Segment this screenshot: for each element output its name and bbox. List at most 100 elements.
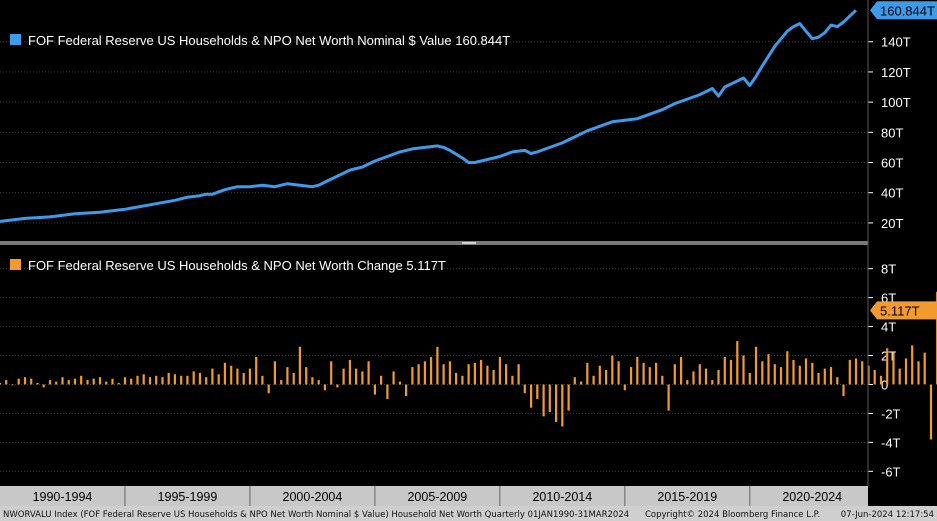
net-worth-change-last-value-label: 5.117T [880,303,920,318]
net-worth-change-bar [580,381,583,385]
net-worth-change-bar [480,359,483,385]
net-worth-change-bar [742,355,745,385]
net-worth-change-bar [611,355,614,385]
net-worth-change-bar [267,384,270,394]
net-worth-change-bar [517,364,520,385]
net-worth-change-bar [217,374,220,385]
net-worth-change-bar [380,375,383,385]
net-worth-legend-swatch [10,34,21,45]
net-worth-change-bar [155,375,158,385]
net-worth-change-bar [929,384,933,440]
net-worth-change-bar [792,359,795,385]
x-axis-label: 2010-2014 [532,490,592,504]
net-worth-change-bar [523,384,526,394]
net-worth-change-bar [373,384,376,395]
net-worth-change-bar [605,370,608,385]
x-axis: 1990-1994 1995-1999 2000-2004 2005-2009 2010… [0,486,868,506]
net-worth-change-bar [255,357,258,385]
net-worth-change-bar [205,377,208,385]
net-worth-change-legend: FOF Federal Reserve US Households & NPO … [10,258,446,273]
net-worth-change-bar [829,367,833,385]
net-worth-change-bar [148,377,152,385]
footer: NWORVALU Index (FOF Federal Reserve US H… [0,506,937,521]
net-worth-change-bar [180,375,183,385]
net-worth-change-bar [542,384,545,417]
net-worth-change-bar [323,384,326,391]
net-worth-change-bar [105,381,108,385]
net-worth-change-bar [573,377,576,385]
x-axis-label: 2005-2009 [407,490,467,504]
net-worth-change-bar [761,361,764,385]
net-worth-change-bar [636,357,639,385]
net-worth-change-bar [779,367,783,385]
x-axis-labels: 1990-1994 1995-1999 2000-2004 2005-2009 2010… [33,486,842,506]
net-worth-change-bar [92,378,95,385]
net-worth-change-bar [661,375,664,385]
x-axis-label: 2020-2024 [782,490,842,504]
net-worth-change-bar [36,383,39,385]
net-worth-change-bar [854,358,858,385]
net-worth-change-bar [330,361,333,385]
net-worth-change-bar [67,380,70,385]
net-worth-change-bar [530,384,533,408]
net-worth-change-bar [698,364,701,385]
net-worth-change-bar [386,384,389,399]
net-worth-change-bar [17,378,20,385]
net-worth-change-bar [811,362,814,385]
net-worth-change-bar [586,362,589,385]
net-worth-change-bar [273,361,276,385]
panel-separator[interactable] [0,241,868,245]
net-worth-change-bar [198,372,201,385]
net-worth-change-bar [111,378,114,385]
net-worth-y-tick-label: 120T [881,65,911,80]
net-worth-change-bar [548,384,551,412]
net-worth-change-bar [348,359,351,385]
net-worth-change-bar [898,368,901,385]
net-worth-change-bar [623,384,626,391]
net-worth-change-y-tick-label: 0 [881,377,888,392]
net-worth-change-bar [261,375,264,385]
net-worth-y-tick-label: 40T [881,186,903,201]
net-worth-change-bar [873,370,876,385]
net-worth-change-bar [398,381,401,385]
net-worth-change-bar [361,371,364,385]
net-worth-change-bar [55,381,58,385]
net-worth-change-bar [30,378,33,385]
net-worth-change-bar [511,375,514,385]
net-worth-change-y-tick-label: -2T [881,406,901,421]
net-worth-change-bar [655,362,658,385]
net-worth-y-tick-label: 20T [881,216,903,231]
net-worth-change-bar [223,362,226,385]
net-worth-change-bar [717,370,720,385]
net-worth-change-bar [455,372,458,385]
net-worth-change-bar [430,357,433,385]
net-worth-change-y-tick-label: 8T [881,262,896,277]
net-worth-change-bar [342,368,345,385]
net-worth-legend: FOF Federal Reserve US Households & NPO … [10,33,510,48]
net-worth-change-y-tick-label: -6T [881,464,901,479]
net-worth-change-bar [317,380,320,385]
net-worth-legend-label: FOF Federal Reserve US Households & NPO … [28,33,510,48]
net-worth-change-bar [804,358,808,385]
net-worth-change-bar [748,372,751,385]
net-worth-change-legend-label: FOF Federal Reserve US Households & NPO … [28,258,446,273]
net-worth-change-bar [630,367,633,385]
net-worth-change-bar [555,384,558,423]
net-worth-change-bar [167,372,170,385]
net-worth-change-gridlines [0,268,868,472]
net-worth-change-bar [5,380,8,385]
net-worth-change-legend-swatch [10,259,21,270]
net-worth-change-bar [505,364,508,385]
net-worth-change-bar [211,368,214,385]
net-worth-change-bar [648,367,651,385]
net-worth-change-bar [680,357,683,385]
net-worth-change-bar [723,357,726,385]
net-worth-y-axis: 20T 40T 60T 80T 100T 120T 140T [868,35,911,231]
net-worth-change-bar [448,361,451,385]
panel-resize-handle[interactable] [462,242,476,244]
net-worth-change-bar [892,352,895,385]
net-worth-change-bar [355,368,358,385]
